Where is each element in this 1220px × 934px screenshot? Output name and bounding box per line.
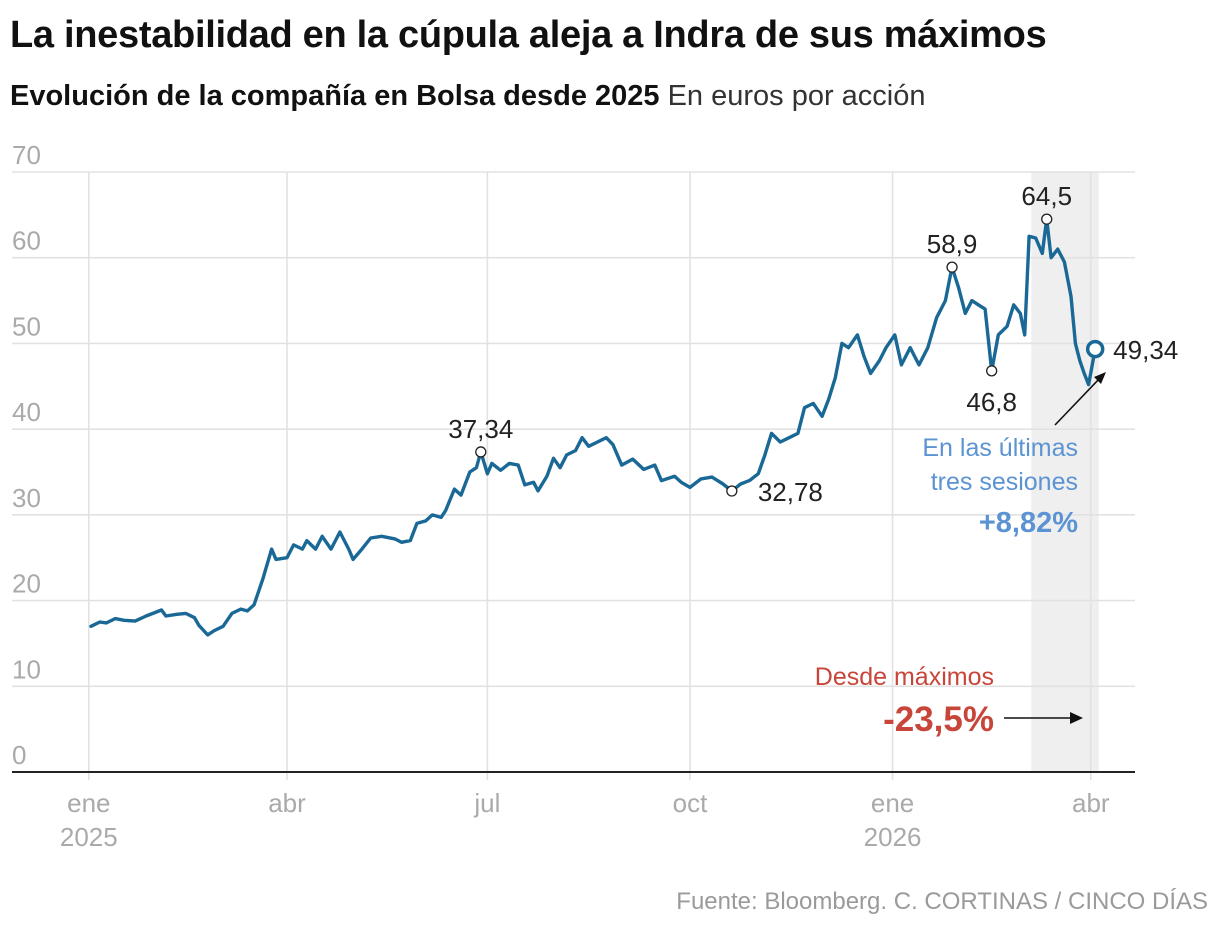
- price-line: [89, 217, 1097, 637]
- point-marker: [986, 365, 998, 377]
- y-tick-label: 30: [12, 483, 41, 513]
- y-tick-label: 50: [12, 311, 41, 341]
- point-value-label: 49,34: [1113, 335, 1178, 365]
- point-value-label: 32,78: [758, 477, 823, 507]
- from-max-arrow-head: [1070, 712, 1083, 724]
- point-marker: [475, 446, 487, 458]
- from-max-value: -23,5%: [883, 700, 994, 739]
- x-tick-label: ene: [871, 788, 914, 818]
- last-value-marker: [1085, 339, 1105, 359]
- y-tick-label: 0: [12, 740, 26, 770]
- recent-note-line1: En las últimas: [922, 434, 1078, 462]
- x-tick-year: 2025: [60, 822, 118, 852]
- y-tick-label: 60: [12, 226, 41, 256]
- chart-title: La inestabilidad en la cúpula aleja a In…: [10, 14, 1047, 56]
- x-tick-label: oct: [673, 788, 708, 818]
- source-credit: Fuente: Bloomberg. C. CORTINAS / CINCO D…: [676, 888, 1208, 915]
- y-tick-label: 40: [12, 397, 41, 427]
- recent-change-value: +8,82%: [979, 507, 1078, 539]
- subtitle-strong: Evolución de la compañía en Bolsa desde …: [10, 80, 660, 112]
- point-value-label: 46,8: [966, 387, 1017, 417]
- chart-subtitle: Evolución de la compañía en Bolsa desde …: [10, 80, 926, 113]
- point-value-label: 37,34: [448, 414, 513, 444]
- x-tick-label: jul: [473, 788, 500, 818]
- point-marker: [726, 485, 738, 497]
- x-tick-label: abr: [1072, 788, 1110, 818]
- recent-note-line2: tres sesiones: [931, 468, 1078, 496]
- x-tick-label: ene: [67, 788, 110, 818]
- subtitle-unit: En euros por acción: [667, 80, 926, 112]
- point-marker: [946, 261, 958, 273]
- point-value-label: 58,9: [927, 229, 978, 259]
- y-tick-label: 20: [12, 569, 41, 599]
- from-max-label: Desde máximos: [815, 663, 994, 691]
- recent-arrow-head: [1094, 372, 1106, 384]
- point-marker: [1041, 213, 1053, 225]
- x-tick-year: 2026: [864, 822, 922, 852]
- x-tick-label: abr: [268, 788, 306, 818]
- y-tick-label: 10: [12, 654, 41, 684]
- y-tick-label: 70: [12, 140, 41, 170]
- recent-arrow-shaft: [1054, 377, 1101, 426]
- point-value-label: 64,5: [1021, 181, 1072, 211]
